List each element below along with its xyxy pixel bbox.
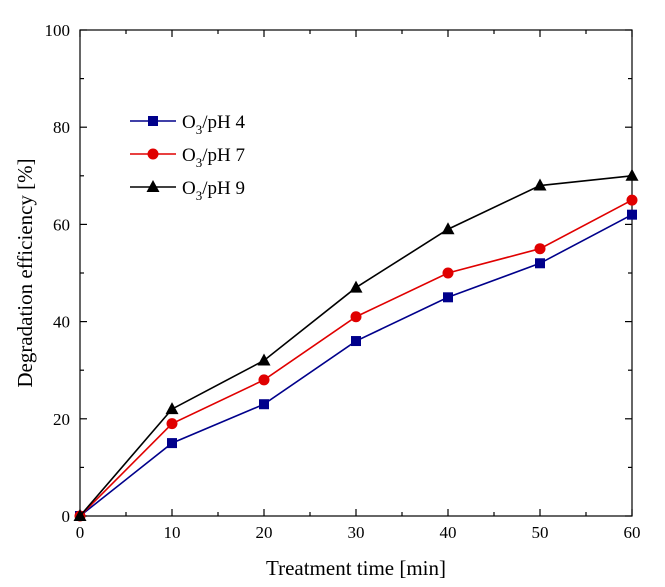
series-line bbox=[79, 213, 633, 517]
series-layer bbox=[73, 168, 639, 522]
legend-label-main: O bbox=[182, 112, 196, 133]
legend-label-subscript: 3 bbox=[196, 155, 203, 170]
series-3 bbox=[73, 168, 639, 521]
series-1 bbox=[75, 209, 637, 521]
legend-label: O3/pH 9 bbox=[182, 178, 245, 203]
x-tick-label: 10 bbox=[164, 523, 181, 542]
data-point bbox=[257, 353, 271, 366]
x-tick-label: 40 bbox=[440, 523, 457, 542]
legend-label-subscript: 3 bbox=[196, 188, 203, 203]
legend-swatch-marker bbox=[147, 148, 159, 160]
y-tick-label: 60 bbox=[53, 215, 70, 234]
data-point bbox=[166, 418, 178, 430]
data-point bbox=[533, 178, 547, 191]
data-point bbox=[73, 509, 87, 521]
legend-entry: O3/pH 9 bbox=[130, 178, 245, 203]
data-point bbox=[259, 399, 269, 410]
legend-label-main: O bbox=[182, 178, 196, 199]
series-2 bbox=[74, 194, 638, 522]
legend-label-main: O bbox=[182, 145, 196, 166]
legend-label-rest: /pH 7 bbox=[202, 145, 245, 166]
series-line bbox=[79, 199, 633, 517]
data-point bbox=[350, 311, 362, 323]
data-point bbox=[351, 336, 361, 347]
legend-label-subscript: 3 bbox=[196, 122, 203, 137]
data-point bbox=[258, 374, 270, 386]
x-tick-label: 30 bbox=[348, 523, 365, 542]
data-point bbox=[625, 168, 639, 181]
data-point bbox=[443, 292, 453, 303]
data-point bbox=[349, 280, 363, 293]
data-point bbox=[167, 438, 177, 449]
legend-label: O3/pH 7 bbox=[182, 145, 245, 170]
y-tick-label: 20 bbox=[53, 410, 70, 429]
axis-ticks: 0 10 20 30 40 50 60 0 20 40 60 80 100 bbox=[45, 21, 641, 542]
y-tick-label: 80 bbox=[53, 118, 70, 137]
data-point bbox=[626, 194, 638, 206]
data-point bbox=[627, 209, 637, 220]
x-axis-title: Treatment time [min] bbox=[266, 556, 446, 580]
x-tick-label: 0 bbox=[76, 523, 85, 542]
legend-swatch-marker bbox=[148, 116, 158, 126]
legend-label: O3/pH 4 bbox=[182, 112, 245, 137]
y-tick-label: 40 bbox=[53, 313, 70, 332]
legend-entry: O3/pH 7 bbox=[130, 145, 245, 170]
legend-label-rest: /pH 9 bbox=[202, 178, 245, 199]
x-tick-label: 60 bbox=[624, 523, 641, 542]
data-point bbox=[534, 243, 546, 255]
legend-entry: O3/pH 4 bbox=[130, 112, 245, 137]
y-tick-label: 100 bbox=[45, 21, 71, 40]
data-point bbox=[535, 258, 545, 269]
legend-swatch-marker bbox=[146, 180, 160, 192]
x-tick-label: 50 bbox=[532, 523, 549, 542]
y-tick-label: 0 bbox=[62, 507, 71, 526]
plot-frame bbox=[79, 29, 633, 517]
legend-label-rest: /pH 4 bbox=[202, 112, 245, 133]
data-point bbox=[441, 222, 455, 235]
legend: O3/pH 4O3/pH 7O3/pH 9 bbox=[130, 112, 245, 203]
x-tick-label: 20 bbox=[256, 523, 273, 542]
data-point bbox=[442, 267, 454, 279]
data-point bbox=[165, 402, 179, 415]
y-axis-title: Degradation efficiency [%] bbox=[13, 158, 37, 387]
